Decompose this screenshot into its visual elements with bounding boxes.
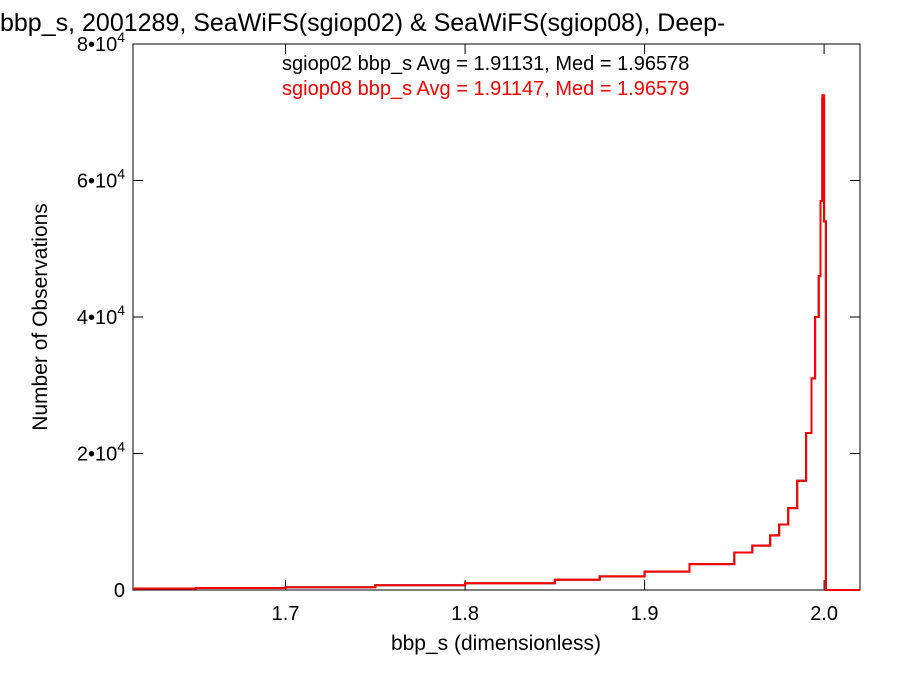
x-axis-ticks: 1.7 1.8 1.9 2.0 [272, 44, 838, 625]
y-tick-label-1: 2•104 [77, 439, 125, 466]
y-tick-label-2: 4•104 [77, 302, 125, 329]
x-tick-label-1: 1.8 [451, 603, 479, 625]
x-tick-label-3: 2.0 [810, 603, 838, 625]
series-layer [133, 94, 860, 591]
legend-entry-sgiop02: sgiop02 bbp_s Avg = 1.91131, Med = 1.965… [282, 53, 689, 75]
y-tick-label-0: 0 [114, 580, 125, 602]
legend-entry-sgiop08: sgiop08 bbp_s Avg = 1.91147, Med = 1.965… [282, 78, 689, 100]
y-axis-label: Number of Observations [29, 203, 52, 431]
series-line-1 [133, 94, 860, 591]
x-tick-label-2: 1.9 [631, 603, 659, 625]
y-tick-label-4: 8•104 [77, 29, 125, 56]
chart-title: bbp_s, 2001289, SeaWiFS(sgiop02) & SeaWi… [0, 9, 725, 37]
y-axis-ticks: 0 2•104 4•104 6•104 8•104 [77, 29, 860, 602]
x-tick-label-0: 1.7 [272, 603, 300, 625]
y-tick-label-3: 6•104 [77, 166, 125, 193]
plot-frame [132, 43, 861, 591]
x-axis-label: bbp_s (dimensionless) [391, 632, 601, 655]
series-line-0 [133, 97, 860, 591]
